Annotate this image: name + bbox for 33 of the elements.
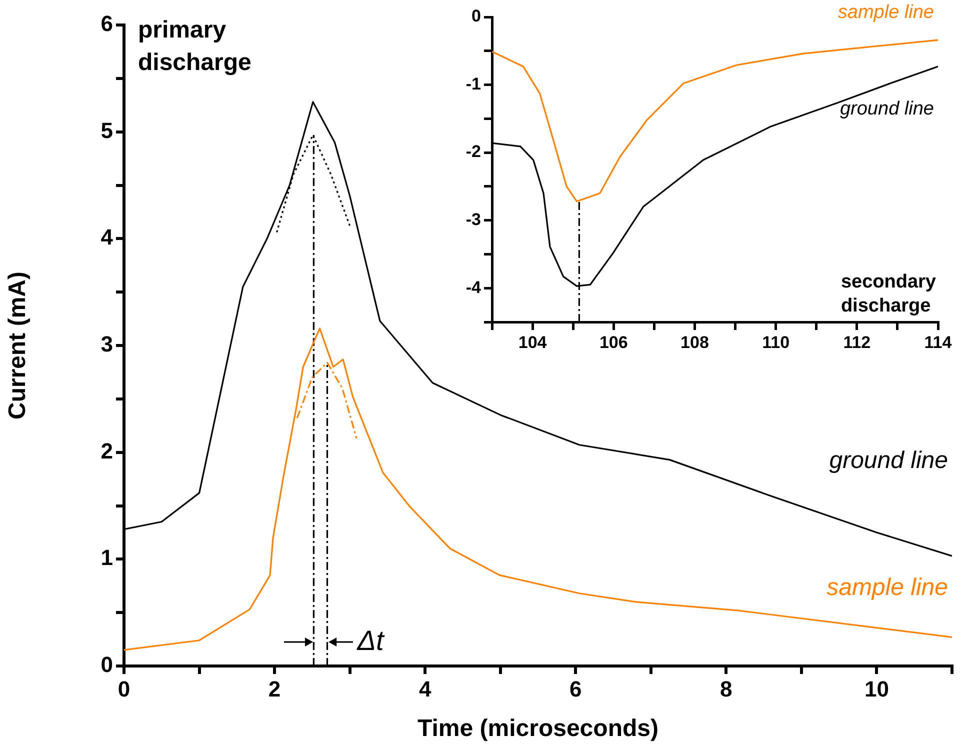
x-tick-label: 114	[924, 332, 952, 352]
annotation: Δt	[356, 624, 386, 656]
x-tick-label: 6	[570, 676, 582, 702]
y-tick-label: 5	[100, 118, 113, 143]
x-tick-label: 112	[843, 332, 871, 352]
x-tick-label: 8	[720, 676, 732, 702]
series-label: ground line	[840, 98, 934, 120]
series-label: sample line	[838, 2, 934, 24]
y-tick-label: -4	[466, 278, 482, 297]
y-axis-title: Current (mA)	[4, 272, 32, 420]
y-tick-label: 3	[100, 332, 113, 357]
series-label: sample line	[826, 574, 948, 602]
annotation: secondary discharge	[840, 271, 936, 317]
x-tick-label: 108	[680, 332, 709, 352]
x-tick-label: 106	[599, 332, 628, 352]
y-tick-label: 0	[100, 652, 113, 678]
y-tick-label: -3	[466, 210, 481, 230]
series-label: ground line	[829, 446, 948, 474]
x-tick-label: 110	[762, 332, 790, 352]
y-tick-label: -2	[466, 142, 481, 162]
y-tick-label: 0	[472, 6, 481, 26]
x-tick-label: 104	[518, 332, 548, 352]
y-tick-label: 1	[100, 545, 113, 570]
y-tick-label: 6	[100, 11, 113, 36]
y-tick-label: 2	[100, 438, 113, 464]
x-tick-label: 10	[864, 676, 889, 702]
x-tick-label: 4	[418, 676, 432, 702]
y-tick-label: -1	[466, 74, 481, 94]
x-axis-title: Time (microseconds)	[418, 715, 658, 742]
y-tick-label: 4	[100, 224, 114, 250]
x-tick-label: 0	[118, 676, 130, 702]
x-tick-label: 2	[268, 676, 281, 702]
annotation: primary discharge	[138, 16, 252, 76]
